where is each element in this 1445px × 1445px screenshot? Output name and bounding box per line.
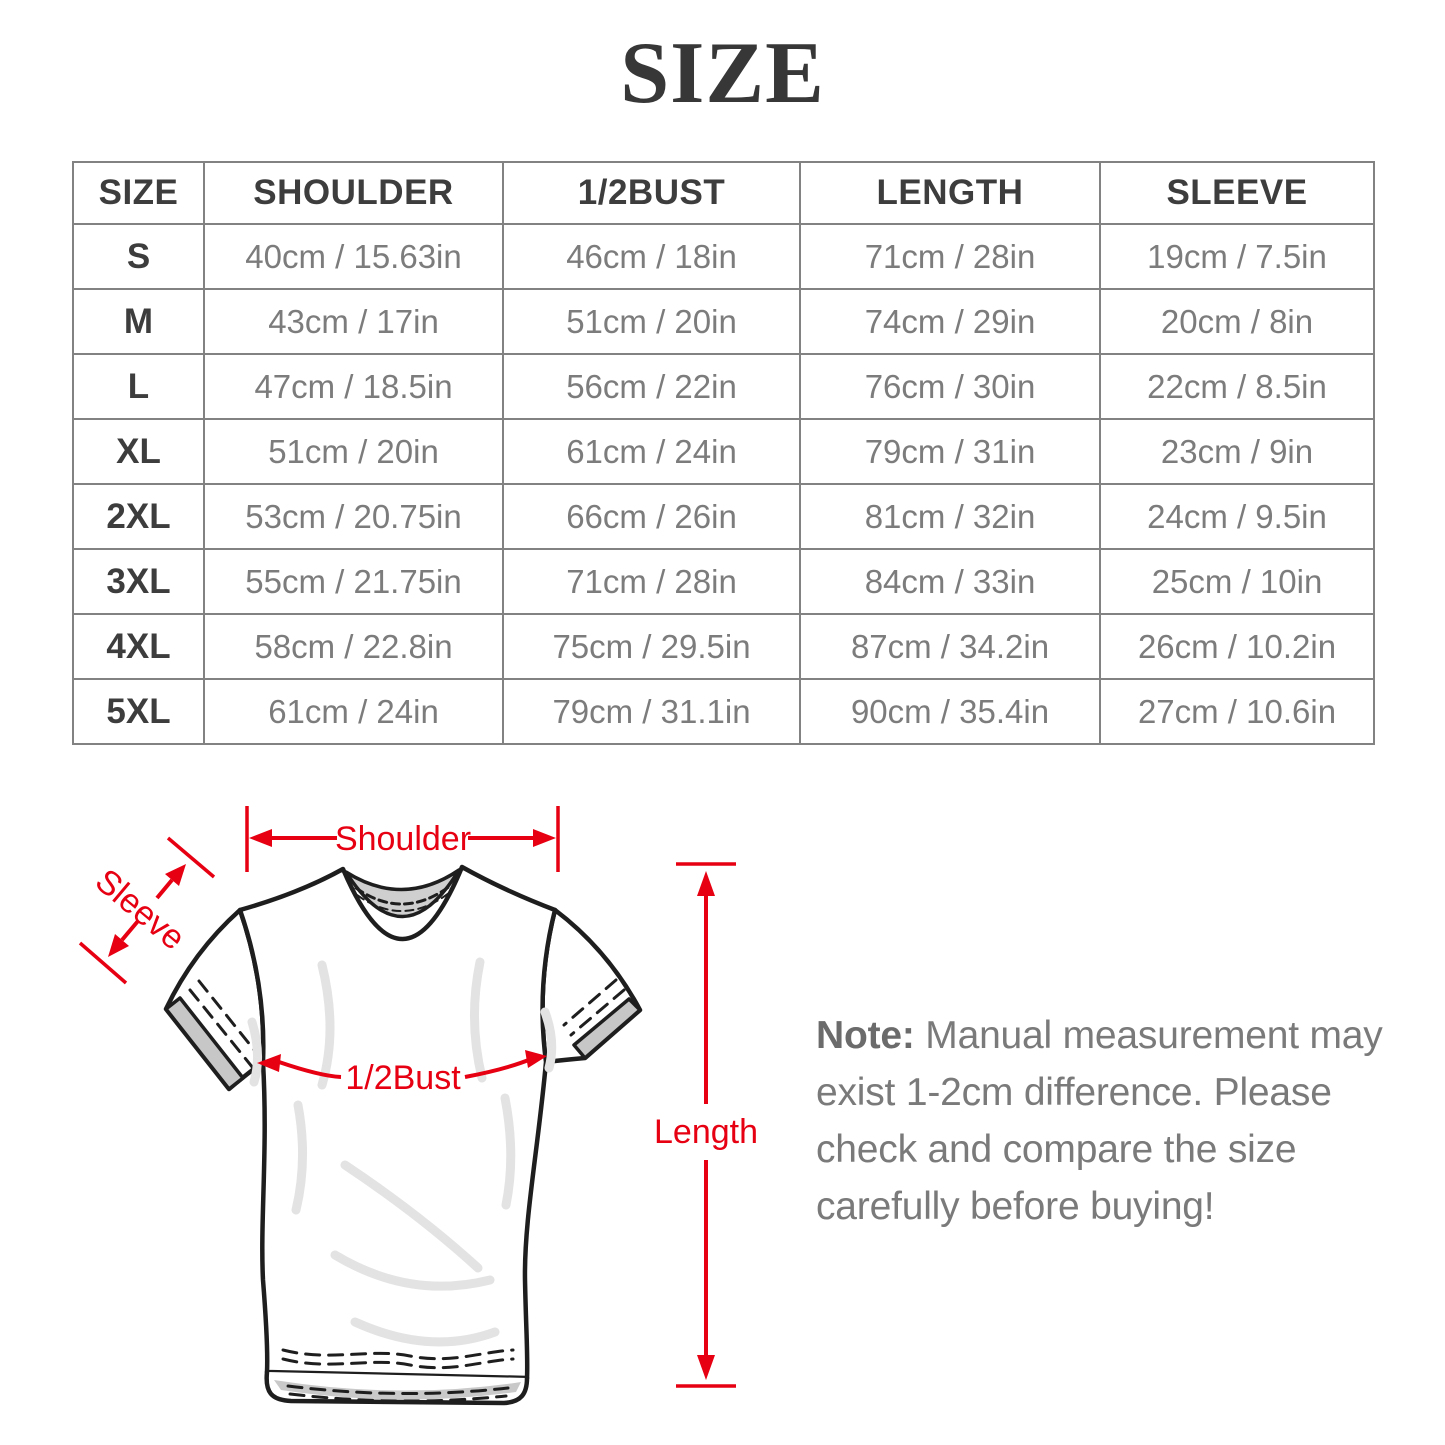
table-row: 2XL 53cm / 20.75in 66cm / 26in 81cm / 32… [72,483,1375,550]
note-label: Note: [816,1014,915,1057]
wrinkle-lines [247,957,557,1347]
header-row: SIZE SHOULDER 1/2BUST LENGTH SLEEVE [72,161,1375,225]
header-bust: 1/2BUST [502,161,801,225]
collar-stitches [354,884,452,912]
length-arrow-down [697,1355,715,1380]
header-size: SIZE [72,161,205,225]
bust-measure: 1/2Bust [257,1050,547,1097]
table-row: S 40cm / 15.63in 46cm / 18in 71cm / 28in… [72,223,1375,290]
measurement-cell: 90cm / 35.4in [799,678,1101,745]
size-cell: 2XL [72,483,205,550]
page-title: SIZE [620,25,825,122]
bust-arrow-right [525,1050,547,1068]
right-cuff [572,997,642,1060]
measurement-cell: 22cm / 8.5in [1099,353,1375,420]
measurement-cell: 61cm / 24in [502,418,801,485]
measurement-cell: 51cm / 20in [502,288,801,355]
bust-label: 1/2Bust [345,1059,461,1097]
shoulder-arrow-right [533,829,556,847]
header-sleeve: SLEEVE [1099,161,1375,225]
measurement-cell: 19cm / 7.5in [1099,223,1375,290]
measurement-cell: 47cm / 18.5in [203,353,504,420]
measurement-cell: 26cm / 10.2in [1099,613,1375,680]
measurement-cell: 24cm / 9.5in [1099,483,1375,550]
size-cell: 3XL [72,548,205,615]
measurement-cell: 75cm / 29.5in [502,613,801,680]
header-length: LENGTH [799,161,1101,225]
shoulder-arrow-left [249,829,272,847]
measurement-note: Note: Manual measurement may exist 1-2cm… [816,1007,1396,1235]
measurement-cell: 53cm / 20.75in [203,483,504,550]
sleeve-cap-top [166,836,216,879]
measurement-cell: 71cm / 28in [799,223,1101,290]
measurement-cell: 56cm / 22in [502,353,801,420]
measurement-cell: 79cm / 31.1in [502,678,801,745]
measurement-cell: 55cm / 21.75in [203,548,504,615]
tshirt-illustration [163,864,643,1406]
left-cuff [164,996,245,1091]
measurement-cell: 66cm / 26in [502,483,801,550]
shoulder-label: Shoulder [335,820,471,858]
measurement-cell: 87cm / 34.2in [799,613,1101,680]
bust-arrow-left [257,1054,281,1072]
size-cell: S [72,223,205,290]
measurement-cell: 51cm / 20in [203,418,504,485]
measurement-cell: 79cm / 31in [799,418,1101,485]
measurement-cell: 27cm / 10.6in [1099,678,1375,745]
hem-stitches [281,1348,515,1403]
length-arrow-up [697,871,715,896]
length-label: Length [654,1113,758,1151]
hem-band-shadow [274,1380,521,1400]
header-shoulder: SHOULDER [203,161,504,225]
note-text: Manual measurement may exist 1-2cm diffe… [816,1014,1383,1228]
cuff-stitches [188,978,626,1070]
sleeve-cap-bottom [78,941,128,985]
size-table: SIZE SHOULDER 1/2BUST LENGTH SLEEVE S 40… [72,161,1375,745]
measurement-cell: 76cm / 30in [799,353,1101,420]
measurement-cell: 58cm / 22.8in [203,613,504,680]
size-cell: 4XL [72,613,205,680]
table-row: 5XL 61cm / 24in 79cm / 31.1in 90cm / 35.… [72,678,1375,745]
measurement-cell: 74cm / 29in [799,288,1101,355]
measurement-cell: 43cm / 17in [203,288,504,355]
measurement-cell: 84cm / 33in [799,548,1101,615]
table-row: 4XL 58cm / 22.8in 75cm / 29.5in 87cm / 3… [72,613,1375,680]
table-row: 3XL 55cm / 21.75in 71cm / 28in 84cm / 33… [72,548,1375,615]
size-cell: M [72,288,205,355]
size-cell: 5XL [72,678,205,745]
measurement-cell: 81cm / 32in [799,483,1101,550]
table-row: XL 51cm / 20in 61cm / 24in 79cm / 31in 2… [72,418,1375,485]
measurement-cell: 61cm / 24in [203,678,504,745]
measurement-cell: 25cm / 10in [1099,548,1375,615]
size-cell: L [72,353,205,420]
measurement-cell: 20cm / 8in [1099,288,1375,355]
table-row: L 47cm / 18.5in 56cm / 22in 76cm / 30in … [72,353,1375,420]
sleeve-arrow-down [108,934,129,957]
measurement-cell: 23cm / 9in [1099,418,1375,485]
measurement-cell: 46cm / 18in [502,223,801,290]
length-measure: Length [654,862,758,1388]
measurement-cell: 71cm / 28in [502,548,801,615]
shoulder-measure: Shoulder [245,806,560,872]
sleeve-arrow-up [165,864,186,886]
table-row: M 43cm / 17in 51cm / 20in 74cm / 29in 20… [72,288,1375,355]
size-table-container: SIZE SHOULDER 1/2BUST LENGTH SLEEVE S 40… [72,161,1375,745]
measurement-cell: 40cm / 15.63in [203,223,504,290]
size-cell: XL [72,418,205,485]
measurement-annotations: Shoulder Sleeve 1/2Bust [78,806,758,1388]
